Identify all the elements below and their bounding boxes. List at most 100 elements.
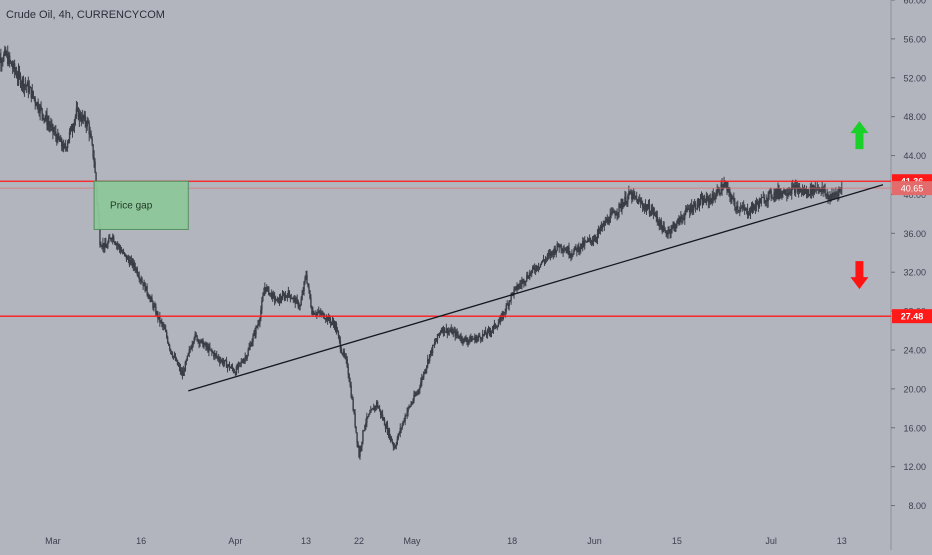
candle-body bbox=[609, 214, 611, 223]
x-tick-label: 15 bbox=[672, 536, 682, 546]
candle-body bbox=[590, 240, 593, 243]
candle-body bbox=[112, 236, 114, 239]
candle-body bbox=[783, 189, 785, 194]
candle-body bbox=[583, 241, 585, 246]
candle-body bbox=[164, 326, 166, 330]
candle-body bbox=[169, 349, 172, 352]
candle-body bbox=[153, 305, 155, 308]
candle-body bbox=[402, 420, 404, 425]
candle-body bbox=[55, 131, 57, 137]
candle-body bbox=[451, 328, 453, 335]
candle-body bbox=[468, 339, 470, 341]
candle-body bbox=[298, 306, 300, 308]
candle-body bbox=[728, 187, 730, 191]
candle-body bbox=[437, 333, 440, 335]
candle-body bbox=[699, 198, 702, 204]
candle-body bbox=[174, 356, 177, 361]
candle-body bbox=[667, 231, 669, 235]
candle-body bbox=[188, 349, 190, 354]
candle-body bbox=[740, 208, 742, 211]
candle-body bbox=[73, 120, 76, 128]
candle-body bbox=[621, 204, 623, 209]
candle-body bbox=[812, 185, 815, 194]
candle-body bbox=[303, 281, 305, 292]
candle-body bbox=[429, 350, 432, 355]
candle-body bbox=[361, 441, 363, 447]
candle-body bbox=[339, 340, 342, 350]
candle-body bbox=[560, 244, 562, 250]
candle-body bbox=[320, 312, 322, 315]
candle-body bbox=[379, 409, 382, 415]
candle-body bbox=[143, 282, 145, 287]
candle-body bbox=[113, 236, 115, 242]
candle-body bbox=[30, 87, 32, 98]
candle-body bbox=[127, 257, 130, 261]
candle-body bbox=[24, 84, 27, 86]
candle-body bbox=[221, 359, 224, 364]
candle-body bbox=[629, 191, 631, 194]
candle-body bbox=[273, 294, 276, 301]
candle-body bbox=[41, 108, 43, 115]
candle-body bbox=[706, 196, 709, 198]
candle-body bbox=[119, 248, 122, 252]
candle-body bbox=[371, 409, 373, 411]
candle-body bbox=[125, 254, 128, 260]
candle-body bbox=[231, 366, 234, 369]
candle-body bbox=[237, 363, 240, 369]
candle-body bbox=[625, 196, 627, 204]
candle-body bbox=[651, 208, 654, 211]
candle-body bbox=[715, 195, 717, 197]
candle-body bbox=[166, 337, 169, 343]
candle-body bbox=[144, 282, 146, 292]
candle-body bbox=[709, 198, 712, 200]
candle-body bbox=[65, 147, 68, 149]
candle-body bbox=[743, 208, 746, 211]
candle-body bbox=[434, 341, 437, 343]
candle-body bbox=[572, 254, 574, 256]
candle-body bbox=[776, 190, 778, 195]
candle-body bbox=[138, 276, 140, 280]
candle-body bbox=[766, 199, 768, 202]
candle-body bbox=[280, 299, 283, 301]
candle-body bbox=[69, 126, 72, 132]
candle-body bbox=[58, 133, 60, 139]
candle-body bbox=[394, 446, 397, 448]
candle-body bbox=[291, 298, 293, 300]
candle-body bbox=[751, 203, 754, 212]
candle-body bbox=[179, 366, 182, 373]
candle-body bbox=[13, 63, 16, 71]
candle-body bbox=[456, 331, 458, 335]
candle-body bbox=[635, 195, 637, 199]
candle-body bbox=[719, 193, 721, 195]
candle-body bbox=[687, 208, 689, 210]
candle-body bbox=[194, 333, 196, 339]
candle-body bbox=[803, 189, 806, 194]
candle-body bbox=[76, 108, 79, 110]
candle-body bbox=[588, 238, 591, 240]
candle-body bbox=[168, 345, 171, 350]
x-tick-label: Jun bbox=[587, 536, 602, 546]
candle-body bbox=[563, 249, 565, 252]
candle-body bbox=[270, 292, 273, 299]
candle-body bbox=[442, 327, 445, 333]
candle-body bbox=[529, 272, 531, 279]
candle-body bbox=[93, 157, 95, 162]
candle-body bbox=[663, 225, 665, 230]
candle-body bbox=[643, 206, 646, 209]
candle-body bbox=[652, 208, 655, 214]
candle-body bbox=[337, 331, 340, 336]
candle-body bbox=[249, 344, 251, 348]
candle-body bbox=[157, 312, 159, 319]
candle-body bbox=[374, 406, 376, 411]
candle-body bbox=[322, 312, 324, 314]
candle-body bbox=[27, 82, 30, 93]
candle-body bbox=[762, 197, 764, 198]
candle-body bbox=[780, 192, 782, 196]
candle-body bbox=[130, 259, 133, 261]
candle-body bbox=[77, 108, 80, 120]
candle-body bbox=[128, 260, 131, 265]
candle-body bbox=[419, 387, 421, 390]
candle-body bbox=[495, 326, 498, 328]
